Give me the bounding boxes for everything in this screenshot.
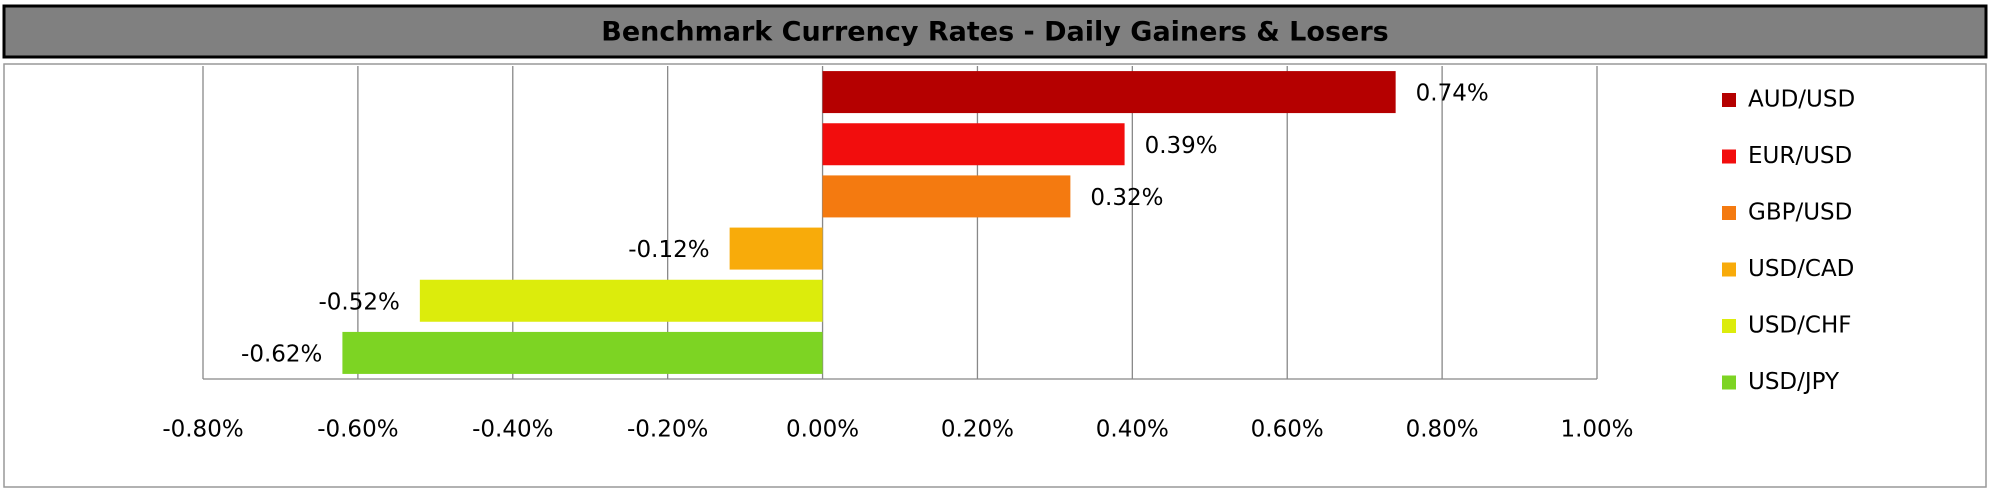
x-tick-label: -0.60% [317, 417, 398, 443]
legend-swatch [1722, 375, 1736, 390]
bar [342, 331, 823, 374]
legend-label: AUD/USD [1748, 87, 1855, 113]
legend-swatch [1722, 93, 1736, 107]
title-bar [2, 4, 1988, 59]
bar [419, 279, 823, 322]
data-label: -0.62% [241, 341, 322, 367]
legend-swatch [1722, 319, 1736, 333]
x-tick-label: -0.80% [162, 417, 243, 443]
legend-label: USD/CAD [1748, 256, 1854, 282]
legend-swatch [1722, 262, 1736, 277]
legend-swatch [1722, 206, 1736, 220]
bar [822, 175, 1071, 218]
x-tick-label: 0.60% [1251, 417, 1324, 443]
x-tick-label: -0.20% [627, 417, 708, 443]
x-tick-label: 0.80% [1406, 417, 1479, 443]
x-tick-label: 0.00% [786, 417, 859, 443]
data-label: 0.32% [1090, 185, 1163, 211]
chart-title: Benchmark Currency Rates - Daily Gainers… [601, 17, 1388, 48]
x-tick-label: 0.20% [941, 417, 1014, 443]
x-tick-label: 0.40% [1096, 417, 1169, 443]
bar [822, 123, 1125, 166]
bar [822, 71, 1396, 114]
x-tick-label: -0.40% [472, 417, 553, 443]
legend-label: USD/CHF [1748, 313, 1851, 339]
data-label: -0.12% [628, 237, 709, 263]
legend-label: USD/JPY [1748, 369, 1840, 395]
legend-swatch [1722, 149, 1736, 164]
data-label: 0.39% [1145, 133, 1218, 159]
data-label: 0.74% [1416, 81, 1489, 107]
legend-label: EUR/USD [1748, 143, 1852, 169]
data-label: -0.52% [318, 289, 399, 315]
legend-label: GBP/USD [1748, 200, 1852, 226]
bar [729, 227, 823, 270]
x-tick-label: 1.00% [1560, 417, 1633, 443]
